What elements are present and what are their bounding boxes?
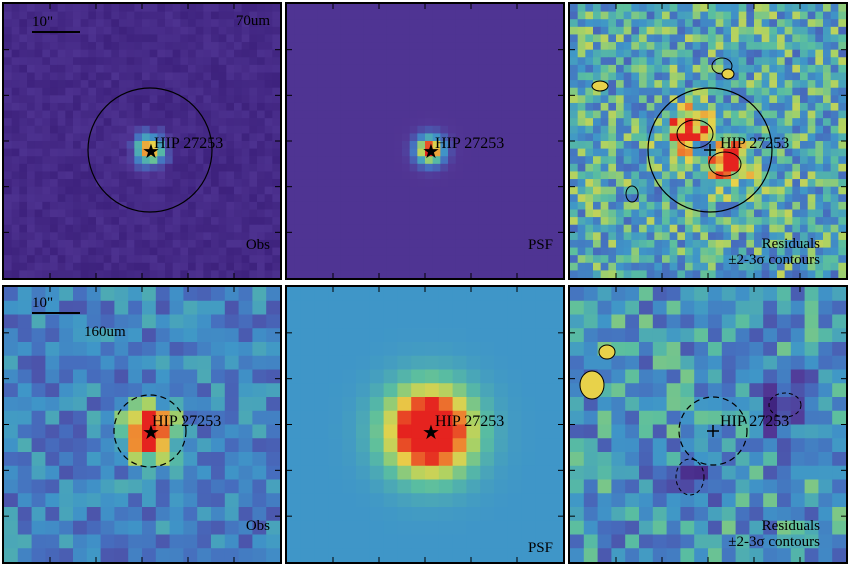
axis-ticks [4, 287, 280, 562]
contour-legend-line-1: Residuals [761, 236, 820, 252]
obs-160um-panel: ★ 10" 160um HIP 27253 Obs [2, 285, 282, 564]
pixel-grid [4, 4, 280, 278]
source-label: HIP 27253 [720, 135, 790, 152]
source-label: HIP 27253 [435, 413, 505, 430]
psf-70um-panel: ★ HIP 27253 PSF [285, 2, 565, 280]
residual-contours [591, 57, 742, 203]
source-label: HIP 27253 [152, 413, 222, 430]
aperture-circle [87, 87, 213, 213]
residual-70um-panel: HIP 27253 Residuals ±2-3σ contours [568, 2, 848, 280]
scale-bar-label: 10" [32, 14, 54, 30]
scale-bar-line [32, 312, 80, 314]
residual-70um-map [570, 4, 846, 278]
residual-contours [579, 344, 802, 496]
star-marker-icon: ★ [422, 420, 440, 444]
scale-bar-line [32, 31, 80, 33]
source-label: HIP 27253 [720, 413, 790, 430]
contour-legend: Residuals ±2-3σ contours [728, 518, 820, 550]
aperture-circle [647, 87, 773, 213]
star-marker-icon: ★ [142, 139, 160, 163]
contour-legend-line-2: ±2-3σ contours [728, 252, 820, 268]
psf-160um-map: ★ [287, 287, 563, 562]
panel-type-label: PSF [527, 540, 553, 556]
position-cross-icon [704, 144, 716, 156]
wavelength-label: 160um [84, 324, 126, 340]
star-marker-icon: ★ [422, 139, 440, 163]
axis-ticks [287, 287, 563, 562]
star-marker-icon: ★ [142, 420, 160, 444]
axis-ticks [287, 4, 563, 278]
residual-160um-panel: HIP 27253 Residuals ±2-3σ contours [568, 285, 848, 564]
axis-ticks [4, 4, 280, 278]
pixel-grid [570, 287, 846, 562]
obs-160um-map: ★ [4, 287, 280, 562]
residual-160um-map [570, 287, 846, 562]
source-label: HIP 27253 [435, 135, 505, 152]
psf-70um-map: ★ [287, 4, 563, 278]
aperture-circle [678, 396, 748, 466]
pixel-grid [287, 4, 563, 278]
obs-70um-panel: ★ 10" 70um HIP 27253 Obs [2, 2, 282, 280]
panel-type-label: PSF [527, 237, 553, 253]
pixel-grid [4, 287, 280, 562]
axis-ticks [570, 287, 846, 562]
source-label: HIP 27253 [154, 135, 224, 152]
panel-type-label: Obs [245, 237, 270, 253]
aperture-circle [113, 394, 187, 468]
position-cross-icon [707, 425, 719, 437]
pixel-grid [570, 4, 846, 278]
scale-bar-label: 10" [32, 295, 54, 311]
contour-legend: Residuals ±2-3σ contours [728, 236, 820, 268]
axis-ticks [570, 4, 846, 278]
contour-legend-line-1: Residuals [761, 518, 820, 534]
obs-70um-map: ★ [4, 4, 280, 278]
contour-legend-line-2: ±2-3σ contours [728, 534, 820, 550]
panel-type-label: Obs [245, 518, 270, 534]
psf-160um-panel: ★ HIP 27253 PSF [285, 285, 565, 564]
pixel-grid [287, 287, 563, 562]
wavelength-label: 70um [235, 13, 270, 29]
